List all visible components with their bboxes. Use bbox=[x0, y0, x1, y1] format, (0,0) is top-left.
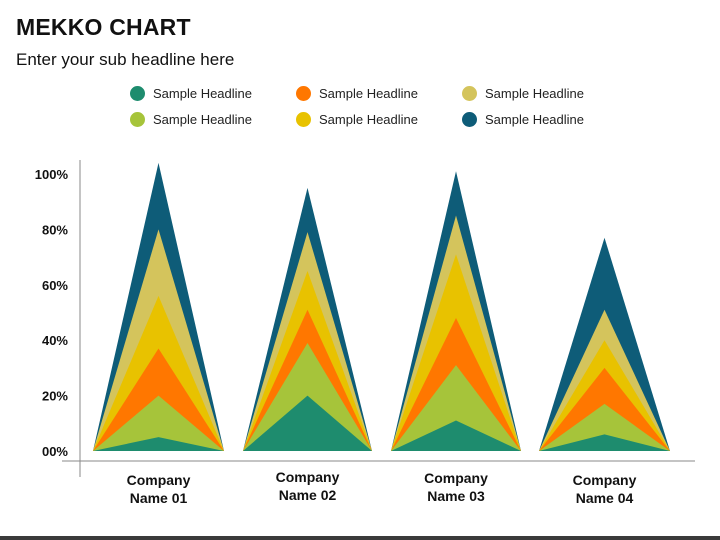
y-tick-label: 20% bbox=[42, 389, 68, 404]
x-label-company-3: Company Name 03 bbox=[424, 470, 488, 504]
legend-label-6: Sample Headline bbox=[485, 112, 585, 127]
legend-item-1: Sample Headline bbox=[130, 84, 296, 103]
page-subtitle: Enter your sub headline here bbox=[16, 50, 235, 69]
y-tick-label: 00% bbox=[42, 444, 68, 459]
y-tick-label: 100% bbox=[35, 167, 69, 182]
legend-swatch-1 bbox=[130, 86, 145, 101]
y-axis-ticks: 00% 20% 40% 60% 80% 100% bbox=[35, 167, 69, 459]
legend-item-6: Sample Headline bbox=[462, 110, 612, 129]
peak-3-layer-1 bbox=[391, 420, 521, 451]
y-tick-label: 80% bbox=[42, 222, 68, 237]
legend-item-2: Sample Headline bbox=[130, 110, 296, 129]
page-title: MEKKO CHART bbox=[16, 14, 191, 40]
y-tick-label: 60% bbox=[42, 278, 68, 293]
peak-1-layer-1 bbox=[93, 437, 224, 451]
y-tick-label: 40% bbox=[42, 333, 68, 348]
peak-1-layer-2 bbox=[93, 395, 224, 451]
legend-swatch-4 bbox=[296, 112, 311, 127]
legend-swatch-6 bbox=[462, 112, 477, 127]
legend-item-5: Sample Headline bbox=[462, 84, 612, 103]
legend-label-3: Sample Headline bbox=[319, 86, 419, 101]
peak-4-layer-1 bbox=[539, 434, 670, 451]
x-label-company-4: Company Name 04 bbox=[573, 472, 637, 506]
x-label-company-1: Company Name 01 bbox=[127, 472, 191, 506]
peak-3-layer-2 bbox=[391, 365, 521, 451]
chart-peaks bbox=[93, 162, 670, 452]
peak-4-layer-2 bbox=[539, 403, 670, 451]
legend-swatch-5 bbox=[462, 86, 477, 101]
legend-label-4: Sample Headline bbox=[319, 112, 419, 127]
chart-legend: Sample Headline Sample Headline Sample H… bbox=[130, 84, 610, 129]
legend-item-4: Sample Headline bbox=[296, 110, 462, 129]
footer-bar bbox=[0, 536, 720, 540]
x-axis-labels: Company Name 01 Company Name 02 Company Name … bbox=[127, 469, 637, 506]
legend-label-2: Sample Headline bbox=[153, 112, 253, 127]
legend-swatch-2 bbox=[130, 112, 145, 127]
x-label-company-2: Company Name 02 bbox=[276, 469, 340, 503]
legend-label-1: Sample Headline bbox=[153, 86, 253, 101]
legend-item-3: Sample Headline bbox=[296, 84, 462, 103]
legend-label-5: Sample Headline bbox=[485, 86, 585, 101]
legend-swatch-3 bbox=[296, 86, 311, 101]
peak-2-layer-1 bbox=[243, 395, 372, 451]
